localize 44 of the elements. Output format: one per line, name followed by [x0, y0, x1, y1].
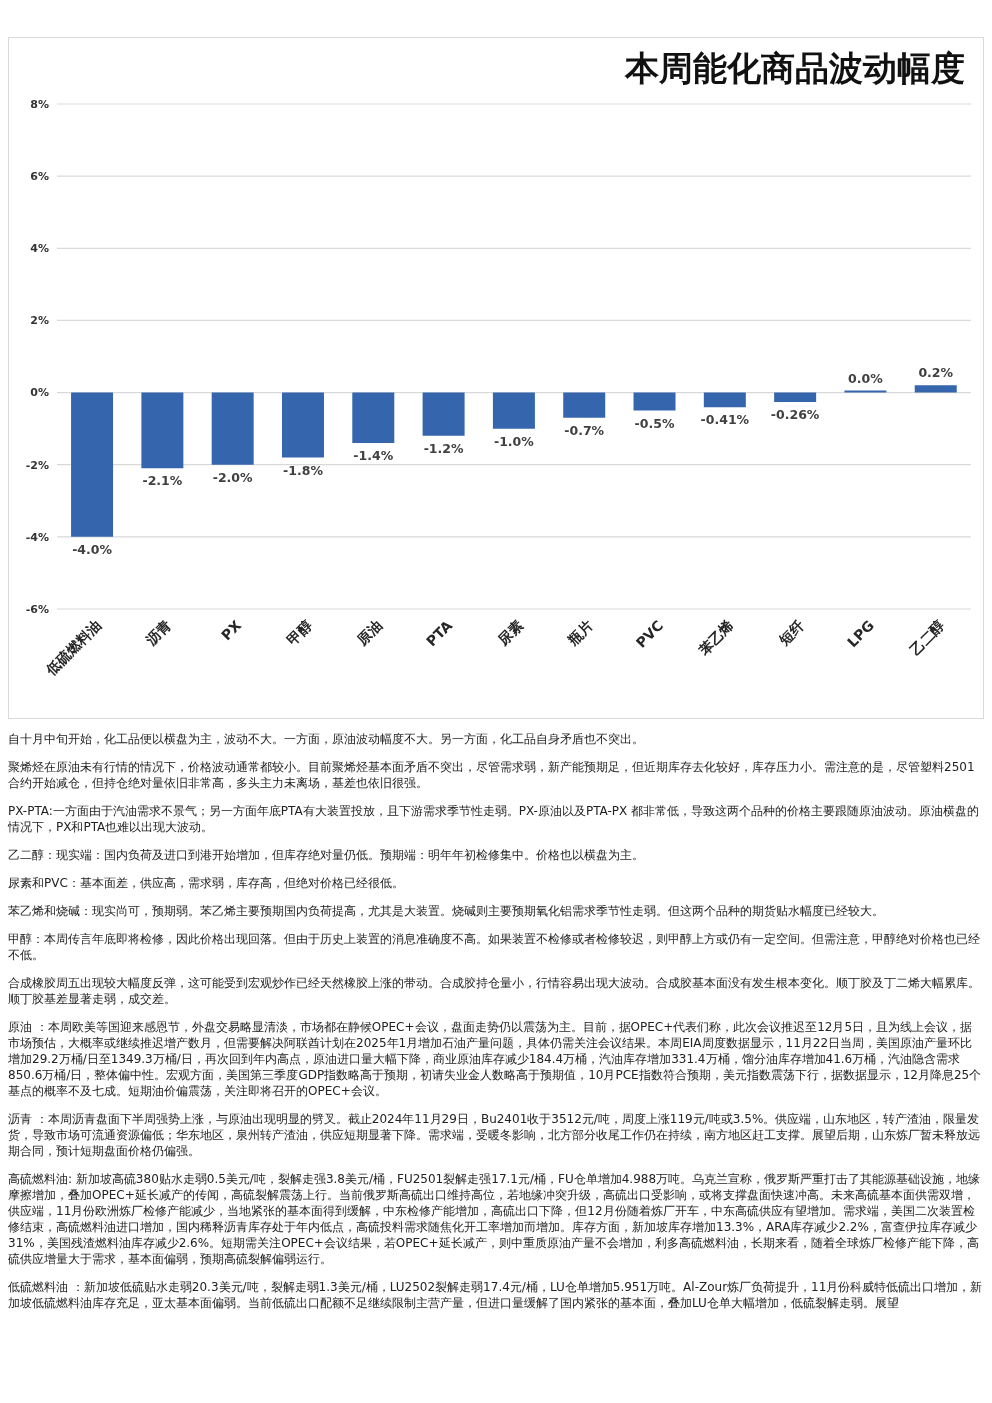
data-label: -1.2% — [423, 440, 464, 456]
data-label: -2.1% — [142, 473, 183, 489]
y-tick-label: 6% — [30, 170, 49, 184]
text: 高硫燃料油: 新加坡高硫380贴水走弱0.5美元/吨，裂解走强3.8美元/桶，FU2501裂解走强17.1元/桶，FU仓单增加4.988万吨。乌克兰宣称，俄罗斯严重打击了其能源基础设施，地缘摩擦增加，叠加OPEC+延长减产的传闻，高硫裂解震荡上行。当前俄罗斯高硫出口维持高位，若地缘冲突升级，高硫出口受影响，或将支撑盘面快速冲高。未来高硫基本面供需双增，供应端，11月份欧洲炼厂检修产能减少，当地紧张的基本面得到缓解，中东检修产能增加，高硫出口下降，但12月份随着炼厂开车，中东高硫供应有望增加。需求端，美国二次装置检修结束，高硫燃料油进口增加，国内稀释沥青库存处于年内低点，高硫投料需求随焦化开工率增加而增加。库存方面，新加坡库存增加13.3%，ARA库存减少2.2%，富查伊拉库存减少31%，美国残渣燃料油库存减少2.6%。短期需关注OPEC+会议结果，若OPEC+延长减产，则中重质原油产量不会增加，利多高硫燃料油，长期来看，随着全球炼厂检修产能下降，高硫供应增量大于需求，基本面偏弱，预期高硫裂解偏弱运行。 — [8, 1171, 982, 1267]
x-tick-label: 尿素 — [493, 617, 526, 650]
text: 沥青 ：本周沥青盘面下半周强势上涨，与原油出现明显的劈叉。截止2024年11月29日，Bu2401收于3512元/吨，周度上涨119元/吨或3.5%。供应端，山东地区，转产渣油，限量发货，导致市场可流通资源偏低；华东地区，泉州转产渣油，供应短期显著下降。需求端，受暖冬影响，北方部分收尾工作仍在持续，南方地区赶工支撑。展望后期，山东炼厂暂未释放远期合同，预计短期盘面价格仍偏强。 — [8, 1111, 981, 1159]
data-label: -1.8% — [283, 462, 324, 478]
text: 低硫燃料油 ：新加坡低硫贴水走弱20.3美元/吨，裂解走弱1.3美元/桶，LU2502裂解走弱17.4元/桶，LU仓单增加5.951万吨。Al-Zour炼厂负荷提升，11月份科威特低硫出口增加，新加坡低硫燃料油库存充足，亚太基本面偏弱。当前低硫出口配额不足继续限制主营产量，但进口量缓解了国内紧张的基本面，叠加LU仓单大幅增加，低硫裂解走弱。展望 — [8, 1279, 984, 1311]
x-tick-label: 甲醇 — [283, 617, 315, 649]
y-tick-label: -2% — [25, 458, 49, 472]
x-tick-label: 苯乙烯 — [694, 617, 737, 659]
text: 甲醇：本周传言年底即将检修，因此价格出现回落。但由于历史上装置的消息准确度不高。如果装置不检修或者检修较迟，则甲醇上方或仍有一定空间。但需注意，甲醇绝对价格也已经不低。 — [8, 931, 981, 963]
text: 自十月中旬开始，化工品便以横盘为主，波动不大。一方面，原油波动幅度不大。另一方面，化工品自身矛盾也不突出。 — [8, 731, 645, 747]
x-tick-label: 沥青 — [142, 617, 175, 650]
chart-title: 本周能化商品波动幅度 — [623, 47, 966, 90]
x-tick-label: 短纤 — [775, 617, 807, 650]
y-tick-label: 4% — [30, 242, 49, 256]
data-label: -0.41% — [700, 412, 750, 428]
text: 原油 ：本周欧美等国迎来感恩节，外盘交易略显清淡，市场都在静候OPEC+会议，盘面走势仍以震荡为主。目前，据OPEC+代表们称，此次会议推迟至12月5日，且为线上会议，据市场预估，大概率或继续推迟增产数月，但需要解决阿联酋计划在2025年1月增加石油产量问题，具体仍需关注会议结果。本周EIA周度数据显示，11月22日当周，美国原油产量环比增加29.2万桶/日至1349.3万桶/日，再次回到年内高点，原油进口量大幅下降，商业原油库存减少184.4万桶，汽油库存增加331.4万桶，馏分油库存增加41.6万桶，汽油隐含需求850.6万桶/日，整体偏中性。宏观方面，美国第三季度GDP指数略高于预期，初请失业金人数略高于预期值，10月PCE指数符合预期，美元指数震荡下行，据数据显示，12月降息25个基点的概率不及七成。短期油价偏震荡，关注即将召开的OPEC+会议。 — [8, 1019, 983, 1099]
data-label: -0.26% — [770, 406, 820, 422]
text: 尿素和PVC：基本面差，供应高，需求弱，库存高，但绝对价格已经很低。 — [8, 875, 405, 891]
data-label: 0.2% — [918, 365, 954, 381]
x-tick-label: PX — [218, 617, 245, 644]
text: 合成橡胶周五出现较大幅度反弹，这可能受到宏观炒作已经天然橡胶上涨的带动。合成胶持仓量小，行情容易出现大波动。合成胶基本面没有发生根本变化。顺丁胶及丁二烯大幅累库。顺丁胶基差显著走弱，成交差。 — [8, 975, 981, 1007]
text: 聚烯烃在原油未有行情的情况下，价格波动通常都较小。目前聚烯烃基本面矛盾不突出，尽管需求弱，新产能预期足，但近期库存去化较好，库存压力小。需注意的是，尽管塑料2501合约开始减仓，但持仓绝对量依旧非常高，多头主力未离场，基差也依旧很强。 — [8, 759, 976, 791]
data-label: -1.4% — [353, 448, 394, 464]
data-label: -0.5% — [634, 415, 675, 431]
x-tick-label: 瓶片 — [564, 617, 596, 650]
text: 乙二醇：现实端：国内负荷及进口到港开始增加，但库存绝对量仍低。预期端：明年年初检修集中。价格也以横盘为主。 — [8, 847, 645, 863]
y-tick-label: -4% — [25, 530, 49, 544]
x-tick-label: 乙二醇 — [906, 617, 948, 659]
x-tick-label: 原油 — [353, 617, 385, 650]
data-label: -0.7% — [564, 422, 605, 438]
y-tick-label: 8% — [30, 97, 49, 111]
y-tick-label: 0% — [30, 386, 49, 400]
text: 苯乙烯和烧碱：现实尚可，预期弱。苯乙烯主要预期国内负荷提高，尤其是大装置。烧碱则主要预期氧化铝需求季节性走弱。但这两个品种的期货贴水幅度已经较大。 — [8, 903, 885, 919]
x-tick-label: 低硫燃料油 — [42, 617, 104, 679]
data-label: 0.0% — [848, 370, 884, 386]
y-tick-label: 2% — [30, 314, 49, 328]
y-tick-label: -6% — [25, 602, 49, 616]
data-label: -2.0% — [212, 469, 254, 485]
data-label: -1.0% — [493, 433, 535, 449]
text: PX-PTA:一方面由于汽油需求不景气；另一方面年底PTA有大装置投放，且下游需求季节性走弱。PX-原油以及PTA-PX 都非常低，导致这两个品种的价格主要跟随原油波动。原油横盘的情况下，PX和PTA也难以出现大波动。 — [8, 803, 981, 835]
data-label: -4.0% — [72, 541, 113, 557]
